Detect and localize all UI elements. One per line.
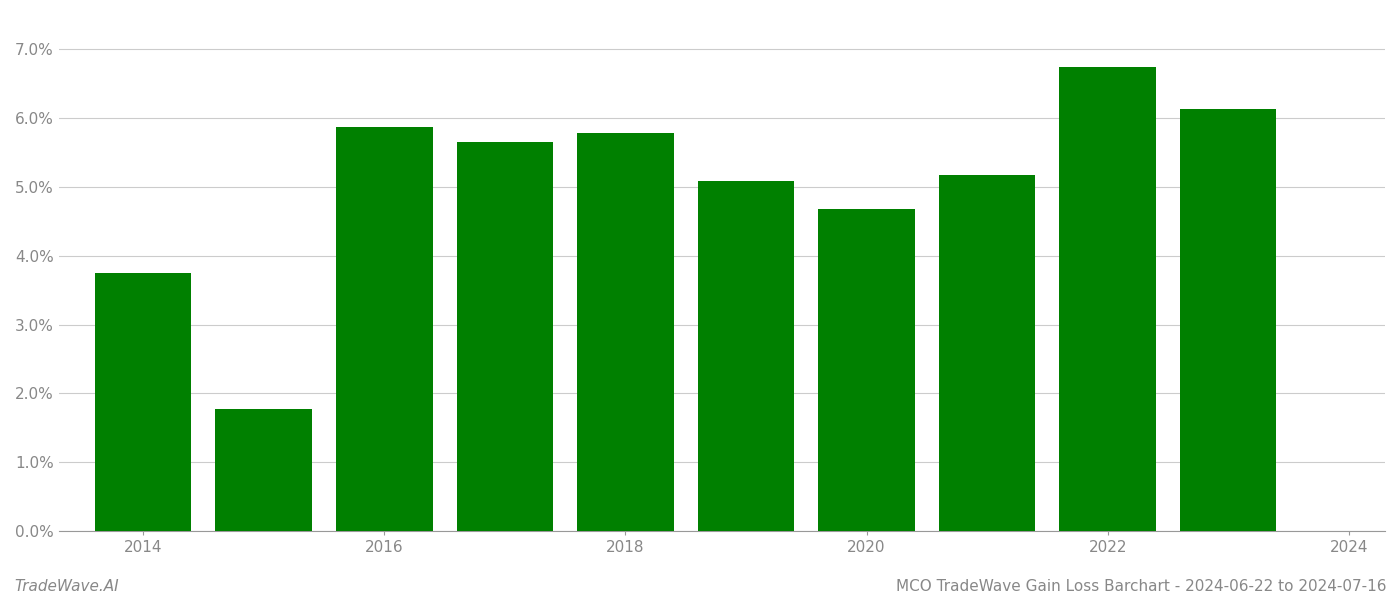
Text: MCO TradeWave Gain Loss Barchart - 2024-06-22 to 2024-07-16: MCO TradeWave Gain Loss Barchart - 2024-… [896, 579, 1386, 594]
Bar [95, 273, 192, 531]
Bar [577, 133, 673, 531]
Bar [216, 409, 312, 531]
Bar [336, 127, 433, 531]
Bar [819, 209, 914, 531]
Bar [1180, 109, 1277, 531]
Text: TradeWave.AI: TradeWave.AI [14, 579, 119, 594]
Bar [1060, 67, 1156, 531]
Bar [456, 142, 553, 531]
Bar [697, 181, 794, 531]
Bar [939, 175, 1036, 531]
